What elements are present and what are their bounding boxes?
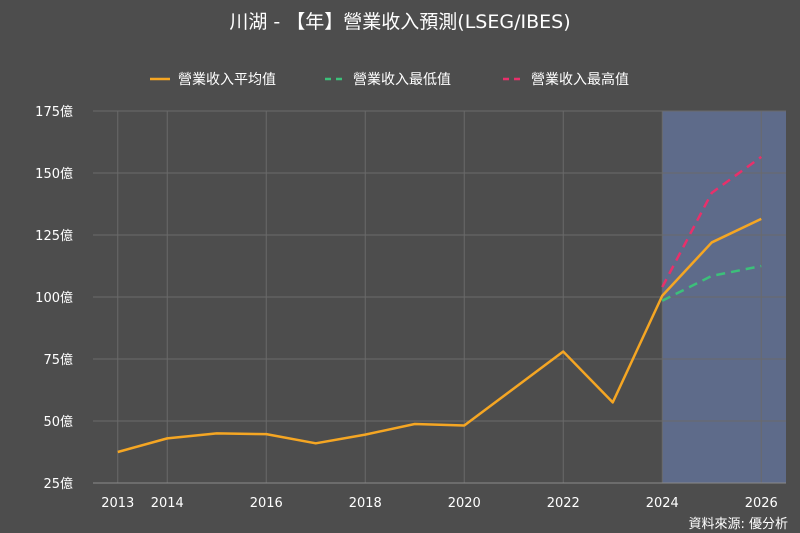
series-layer bbox=[117, 155, 762, 454]
y-tick-label: 175億 bbox=[35, 104, 73, 120]
grid-layer bbox=[93, 110, 786, 484]
x-tick-label: 2013 bbox=[101, 496, 134, 511]
legend: 營業收入平均值 營業收入最低值 營業收入最高值 bbox=[150, 71, 629, 88]
chart-title: 川湖 - 【年】營業收入預測(LSEG/IBES) bbox=[229, 11, 570, 33]
y-tick-label: 150億 bbox=[35, 166, 73, 182]
x-tick-label: 2020 bbox=[448, 496, 481, 511]
legend-label: 營業收入平均值 bbox=[178, 72, 276, 88]
legend-label: 營業收入最低值 bbox=[353, 72, 451, 88]
y-tick-label: 50億 bbox=[43, 414, 73, 430]
source-credit: 資料來源: 優分析 bbox=[688, 517, 788, 532]
x-tick-label: 2024 bbox=[646, 496, 679, 511]
x-tick-label: 2026 bbox=[745, 496, 778, 511]
y-tick-label: 100億 bbox=[35, 290, 73, 306]
legend-item: 營業收入平均值 bbox=[150, 72, 276, 88]
x-tick-label: 2014 bbox=[151, 496, 184, 511]
x-tick-label: 2016 bbox=[250, 496, 283, 511]
series-line-2 bbox=[661, 155, 762, 288]
series-line-1 bbox=[661, 264, 762, 302]
y-tick-label: 75億 bbox=[43, 352, 73, 368]
legend-label: 營業收入最高值 bbox=[531, 71, 629, 88]
x-tick-label: 2018 bbox=[349, 496, 382, 511]
y-tick-label: 125億 bbox=[35, 228, 73, 244]
y-tick-label: 25億 bbox=[43, 476, 73, 492]
series-line-0 bbox=[117, 217, 762, 454]
legend-item: 營業收入最低值 bbox=[325, 72, 451, 88]
axis-layer: 25億 50億 75億 100億 125億 150億 175億 2013 2014 2016 201… bbox=[35, 104, 786, 511]
x-tick-label: 2022 bbox=[547, 496, 580, 511]
legend-item: 營業收入最高值 bbox=[503, 71, 629, 88]
